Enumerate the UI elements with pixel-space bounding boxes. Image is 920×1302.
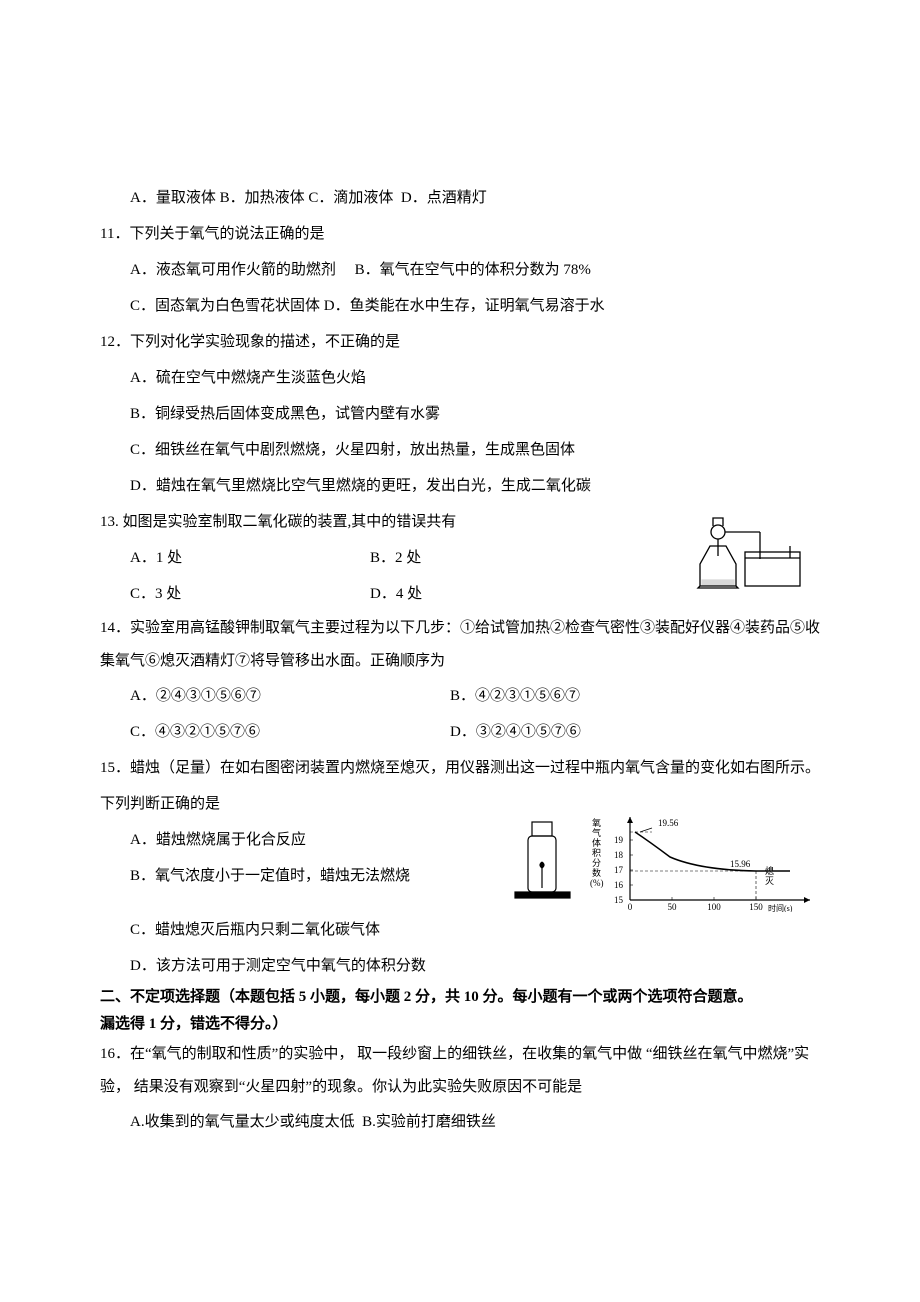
q11-options-2: C．固态氧为白色雪花状固体 D．鱼类能在水中生存，证明氧气易溶于水: [100, 288, 820, 324]
q12-d: D．蜡烛在氧气里燃烧比空气里燃烧的更旺，发出白光，生成二氧化碳: [100, 468, 820, 504]
q13-ab: A．1 处 B．2 处: [100, 540, 680, 576]
q10-option-d: D．点酒精灯: [401, 190, 487, 206]
section-2-line1: 二、不定项选择题（本题包括 5 小题，每小题 2 分，共 10 分。每小题有一个…: [100, 984, 820, 1011]
svg-text:(%): (%): [590, 878, 604, 888]
q15-block: A．蜡烛燃烧属于化合反应 B．氧气浓度小于一定值时，蜡烛无法燃烧: [100, 822, 820, 912]
apparatus-icon: [690, 514, 820, 599]
q13-cd: C．3 处 D．4 处: [100, 576, 680, 612]
svg-text:氧: 氧: [592, 817, 601, 828]
q13-option-d: D．4 处: [370, 576, 422, 612]
q16-option-a: A.收集到的氧气量太少或纯度太低: [130, 1114, 355, 1130]
q14-option-b: B．④②③①⑤⑥⑦: [450, 678, 580, 714]
svg-text:气: 气: [592, 827, 601, 838]
svg-text:体: 体: [592, 837, 601, 848]
q12-b: B．铜绿受热后固体变成黑色，试管内壁有水雾: [100, 396, 820, 432]
svg-text:16: 16: [614, 880, 624, 890]
q13-option-b: B．2 处: [370, 540, 421, 576]
q14-cd: C．④③②①⑤⑦⑥ D．③②④①⑤⑦⑥: [100, 714, 820, 750]
q14-option-c: C．④③②①⑤⑦⑥: [130, 714, 450, 750]
svg-text:熄: 熄: [765, 865, 774, 876]
q11-option-d: D．鱼类能在水中生存，证明氧气易溶于水: [324, 298, 605, 314]
svg-text:18: 18: [614, 850, 624, 860]
q16-stem: 16．在“氧气的制取和性质”的实验中， 取一段纱窗上的细铁丝，在收集的氧气中做 …: [100, 1038, 820, 1104]
q16-ab: A.收集到的氧气量太少或纯度太低 B.实验前打磨细铁丝: [100, 1104, 820, 1140]
q14-option-d: D．③②④①⑤⑦⑥: [450, 714, 581, 750]
q15-c: C．蜡烛熄灭后瓶内只剩二氧化碳气体: [100, 912, 820, 948]
q13-option-c: C．3 处: [130, 576, 370, 612]
q11-option-a: A．液态氧可用作火箭的助燃剂: [130, 262, 336, 278]
svg-text:分: 分: [592, 858, 601, 868]
q10-option-b: B．加热液体: [220, 190, 305, 206]
svg-text:灭: 灭: [765, 876, 774, 886]
q15-b: B．氧气浓度小于一定值时，蜡烛无法燃烧: [100, 858, 502, 894]
svg-text:19: 19: [614, 835, 624, 845]
q11-options: A．液态氧可用作火箭的助燃剂 B．氧气在空气中的体积分数为 78%: [100, 252, 820, 288]
svg-text:15.96: 15.96: [730, 859, 751, 869]
q15-d: D．该方法可用于测定空气中氧气的体积分数: [100, 948, 820, 984]
q11-option-c: C．固态氧为白色雪花状固体: [130, 298, 320, 314]
svg-text:数: 数: [592, 867, 601, 878]
q10-option-a: A．量取液体: [130, 190, 216, 206]
q13-stem: 13. 如图是实验室制取二氧化碳的装置,其中的错误共有: [100, 504, 680, 540]
q13-option-a: A．1 处: [130, 540, 370, 576]
q16-option-b: B.实验前打磨细铁丝: [362, 1114, 496, 1130]
q14-stem: 14．实验室用高锰酸钾制取氧气主要过程为以下几步：①给试管加热②检查气密性③装配…: [100, 612, 820, 678]
svg-text:150: 150: [749, 902, 763, 912]
svg-text:15: 15: [614, 895, 624, 905]
q15-figure: 15 16 17 18 19 0 50 100 150 时间(s) 19.56 …: [510, 812, 820, 912]
q15-chart-icon: 15 16 17 18 19 0 50 100 150 时间(s) 19.56 …: [510, 812, 820, 912]
svg-text:0: 0: [628, 902, 633, 912]
q14-option-a: A．②④③①⑤⑥⑦: [130, 678, 450, 714]
q15-a: A．蜡烛燃烧属于化合反应: [100, 822, 502, 858]
q12-c: C．细铁丝在氧气中剧烈燃烧，火星四射，放出热量，生成黑色固体: [100, 432, 820, 468]
svg-text:积: 积: [592, 847, 601, 858]
q14-ab: A．②④③①⑤⑥⑦ B．④②③①⑤⑥⑦: [100, 678, 820, 714]
svg-text:100: 100: [707, 902, 721, 912]
svg-text:50: 50: [668, 902, 678, 912]
q11-option-b: B．氧气在空气中的体积分数为 78%: [355, 262, 591, 278]
svg-text:时间(s): 时间(s): [768, 903, 793, 912]
section-2-line2: 漏选得 1 分，错选不得分。）: [100, 1011, 820, 1038]
q12-a: A．硫在空气中燃烧产生淡蓝色火焰: [100, 360, 820, 396]
svg-text:17: 17: [614, 865, 624, 875]
section-2-header: 二、不定项选择题（本题包括 5 小题，每小题 2 分，共 10 分。每小题有一个…: [100, 984, 820, 1038]
svg-text:19.56: 19.56: [658, 818, 679, 828]
q10-options: A．量取液体 B．加热液体 C．滴加液体 D．点酒精灯: [100, 180, 820, 216]
q10-option-c: C．滴加液体: [308, 190, 393, 206]
q13-apparatus-figure: [690, 514, 820, 599]
q12-stem: 12．下列对化学实验现象的描述，不正确的是: [100, 324, 820, 360]
q15-stem-text: 15．蜡烛（足量）在如右图密闭装置内燃烧至熄灭，用仪器测出这一过程中瓶内氧气含量…: [100, 760, 820, 812]
q11-stem: 11．下列关于氧气的说法正确的是: [100, 216, 820, 252]
q13-block: 13. 如图是实验室制取二氧化碳的装置,其中的错误共有 A．1 处 B．2 处 …: [100, 504, 820, 612]
